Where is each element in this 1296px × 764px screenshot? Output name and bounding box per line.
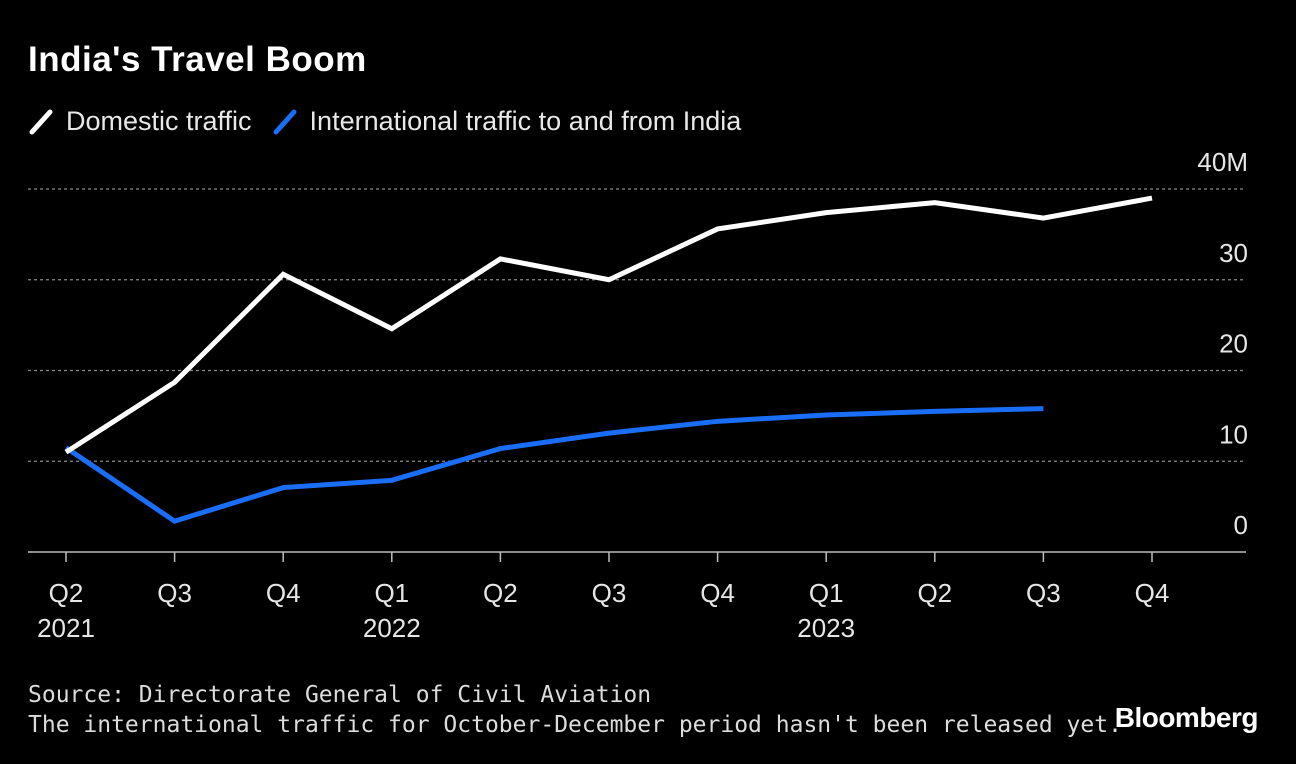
source-text: Source: Directorate General of Civil Avi… [28,682,652,708]
x-tick-label: Q1 [374,578,409,608]
x-tick-label: Q4 [700,578,735,608]
footnote: Source: Directorate General of Civil Avi… [28,680,1122,740]
x-tick-year-label: 2021 [37,613,95,643]
x-tick-label: Q1 [809,578,844,608]
x-tick-label: Q2 [917,578,952,608]
x-tick-label: Q3 [592,578,627,608]
legend-swatch-domestic [29,109,53,134]
x-tick-year-label: 2023 [797,613,855,643]
x-tick-label: Q4 [266,578,301,608]
x-tick-year-label: 2022 [363,613,421,643]
bloomberg-logo: Bloomberg [1114,702,1259,733]
x-tick-label: Q4 [1135,578,1170,608]
legend-item-international: International traffic to and from India [272,106,742,137]
y-tick-label: 0 [1234,510,1248,540]
chart-title: India's Travel Boom [28,40,367,79]
legend-label-international: International traffic to and from India [309,106,742,136]
x-tick-label: Q3 [157,578,192,608]
legend: Domestic traffic International traffic t… [28,106,761,137]
legend-swatch-international [273,109,297,134]
legend-label-domestic: Domestic traffic [66,106,252,136]
y-tick-label: 20 [1219,329,1248,359]
series-line-domestic [64,195,1153,455]
series-line-international [64,406,1044,524]
y-tick-label: 10 [1219,419,1248,449]
x-tick-label: Q3 [1026,578,1061,608]
x-tick-label: Q2 [483,578,518,608]
x-tick-label: Q2 [49,578,84,608]
y-tick-label: 40M [1197,147,1248,177]
y-tick-label: 30 [1219,238,1248,268]
note-text: The international traffic for October-De… [28,712,1122,738]
legend-item-domestic: Domestic traffic [28,106,252,137]
